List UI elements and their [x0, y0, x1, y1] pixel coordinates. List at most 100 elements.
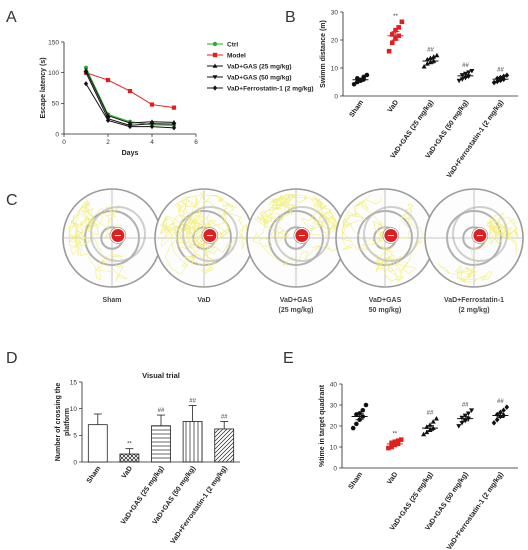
- data-point: [398, 437, 404, 442]
- y-axis-label: Swimm distance (m): [320, 20, 327, 88]
- y-tick-label: 30: [330, 402, 338, 409]
- data-point: [364, 72, 370, 78]
- significance-label: **: [127, 442, 132, 448]
- y-tick-label: 30: [331, 9, 339, 16]
- maze-label: (2 mg/kg): [458, 307, 489, 314]
- data-point: [462, 75, 469, 81]
- significance-label: ##: [462, 402, 469, 408]
- data-point: [354, 421, 359, 427]
- x-tick-label: 2: [106, 139, 110, 146]
- x-tick-label: 0: [62, 139, 66, 146]
- significance-label: ##: [497, 399, 504, 405]
- data-point: [395, 438, 401, 443]
- significance-label: ##: [158, 408, 165, 414]
- x-category-label: Sham: [86, 465, 103, 485]
- data-point: [392, 439, 398, 445]
- x-axis-label: Days: [122, 150, 139, 157]
- data-point: [465, 411, 471, 417]
- data-point: [421, 63, 427, 69]
- data-point: [501, 407, 506, 414]
- data-point: [127, 120, 133, 125]
- maze-vad-gas-25-mg-kg: VaD+GAS (25 mg/kg): [246, 188, 346, 314]
- maze-label: VaD+GAS: [369, 297, 402, 304]
- panel-letter-e: E: [283, 350, 294, 367]
- x-category-label: VaD: [387, 99, 400, 114]
- maze-label: VaD+Ferrostatin-1: [444, 297, 504, 304]
- significance-label: ##: [427, 47, 434, 53]
- significance-label: ##: [189, 398, 196, 404]
- data-point: [434, 52, 440, 58]
- y-tick-label: 20: [330, 423, 338, 430]
- panel-letter-a: A: [6, 9, 17, 26]
- x-category-label: VaD: [121, 465, 134, 480]
- x-tick-label: 6: [194, 139, 198, 146]
- bar-vad-gas-50-mg-kg: [182, 421, 203, 463]
- y-axis-label: Number of crossing the platform: [55, 383, 71, 462]
- data-point: [386, 445, 391, 451]
- legend-marker: [212, 63, 218, 68]
- panel-letter-b: B: [285, 9, 296, 26]
- data-point: [386, 48, 392, 54]
- data-point: [399, 19, 405, 25]
- legend-entry-model: Model: [227, 52, 246, 59]
- panel-letter-d: D: [6, 350, 18, 367]
- swim-path: [341, 194, 424, 282]
- legend-entry-vad-ferrostatin-1-2-mg-kg: VaD+Ferrostatin-1 (2 mg/kg): [227, 85, 314, 92]
- legend-entry-vad-gas-25-mg-kg: VaD+GAS (25 mg/kg): [227, 63, 291, 70]
- x-tick-label: 4: [150, 139, 154, 146]
- pool-inner-ring-overlay: [452, 206, 508, 262]
- series-line-vad-gas-25-mg-kg: [85, 69, 175, 124]
- maze-label: VaD+GAS: [280, 297, 313, 304]
- legend-marker: [212, 75, 218, 80]
- data-point: [390, 32, 395, 37]
- y-tick-label: 5: [73, 433, 77, 440]
- y-tick-label: 0: [334, 93, 338, 100]
- data-point: [424, 429, 430, 435]
- y-tick-label: 10: [70, 406, 78, 413]
- pool-inner-ring-overlay: [182, 206, 238, 262]
- legend-marker: [212, 85, 218, 91]
- maze-label: Sham: [102, 297, 121, 304]
- significance-label: **: [392, 432, 397, 438]
- data-point: [466, 70, 472, 75]
- data-point: [504, 72, 510, 79]
- data-point: [389, 440, 394, 446]
- significance-label: ##: [427, 411, 434, 417]
- data-point: [430, 419, 436, 424]
- data-point: [83, 67, 89, 72]
- y-axis-label: Escape latency (s): [40, 57, 47, 118]
- x-category-label: Sham: [348, 99, 365, 119]
- y-tick-label: 20: [331, 37, 339, 44]
- y-axis-label: %time in target quadrant: [319, 384, 326, 467]
- y-tick-label: 50: [52, 101, 60, 108]
- y-axis-label-line: platform: [64, 408, 71, 436]
- data-point: [149, 121, 155, 126]
- data-point: [393, 27, 398, 33]
- significance-label: **: [393, 14, 398, 20]
- swim-path: [437, 212, 519, 284]
- data-point: [83, 81, 89, 87]
- maze-vad-gas-50-mg-kg: VaD+GAS 50 mg/kg): [335, 188, 435, 314]
- data-point: [350, 425, 356, 431]
- y-tick-label: 150: [48, 39, 59, 46]
- y-tick-label: 15: [70, 379, 78, 386]
- data-point: [421, 431, 427, 437]
- x-category-label: VaD+Ferrostatin-1 (2 mg/kg): [170, 465, 229, 545]
- maze-vad-ferrostatin-1-2-mg-kg: VaD+Ferrostatin-1 (2 mg/kg): [424, 188, 524, 314]
- pool-inner-ring-overlay: [90, 206, 146, 262]
- data-point: [127, 88, 133, 94]
- data-point: [363, 402, 369, 408]
- swim-path: [159, 192, 248, 275]
- data-point: [459, 77, 465, 82]
- maze-label: (25 mg/kg): [278, 307, 313, 314]
- data-point: [149, 124, 155, 130]
- data-point: [433, 416, 439, 421]
- significance-label: ##: [221, 414, 228, 420]
- swim-path: [68, 199, 128, 282]
- data-point: [390, 40, 395, 46]
- maze-vad: VaD: [154, 188, 254, 304]
- data-point: [494, 416, 500, 423]
- x-category-label: Sham: [348, 471, 365, 491]
